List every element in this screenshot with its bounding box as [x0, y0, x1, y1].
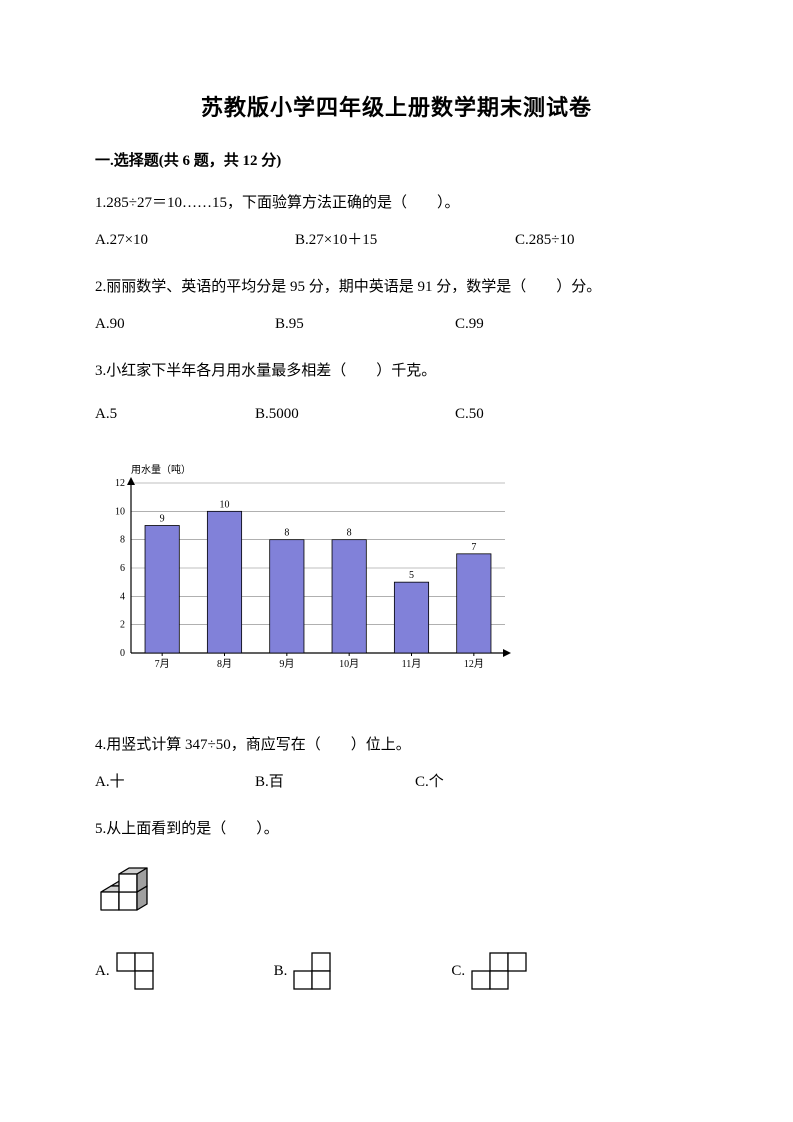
page-title: 苏教版小学四年级上册数学期末测试卷: [95, 90, 698, 125]
svg-text:10月: 10月: [339, 658, 359, 670]
question-1-options: A.27×10 B.27×10＋15 C.285÷10: [95, 224, 698, 257]
q5-shape-a-icon: [116, 952, 154, 990]
svg-text:8月: 8月: [217, 658, 232, 670]
svg-text:9: 9: [160, 514, 165, 525]
q2-option-c: C.99: [455, 308, 484, 341]
q1-option-a: A.27×10: [95, 224, 295, 257]
q1-option-b: B.27×10＋15: [295, 224, 515, 257]
question-4-options: A.十 B.百 C.个: [95, 766, 698, 799]
q4-option-c: C.个: [415, 766, 444, 799]
q4-option-b: B.百: [255, 766, 415, 799]
question-1: 1.285÷27＝10……15，下面验算方法正确的是（ ）。 A.27×10 B…: [95, 187, 698, 257]
q5-option-a: A.: [95, 952, 154, 990]
q3-option-a: A.5: [95, 398, 255, 431]
q1-option-c: C.285÷10: [515, 224, 575, 257]
svg-text:12: 12: [115, 478, 125, 489]
svg-text:4: 4: [120, 592, 125, 603]
svg-text:7月: 7月: [155, 658, 170, 670]
svg-text:9月: 9月: [279, 658, 294, 670]
question-5-text: 5.从上面看到的是（ ）。: [95, 813, 698, 846]
q2-option-a: A.90: [95, 308, 275, 341]
svg-text:10: 10: [220, 500, 230, 511]
q5-option-b: B.: [274, 952, 332, 990]
water-usage-chart: 用水量（吨） 0 2 4 6 8 10 12 9 7月 10 8月 8 9月 8 10月 5 11月 7 12月: [95, 461, 698, 689]
svg-text:2: 2: [120, 620, 125, 631]
q2-option-b: B.95: [275, 308, 455, 341]
bar-chart-svg: 用水量（吨） 0 2 4 6 8 10 12 9 7月 10 8月 8 9月 8 10月 5 11月 7 12月: [95, 461, 515, 681]
q5-option-a-label: A.: [95, 959, 110, 983]
q4-option-a: A.十: [95, 766, 255, 799]
svg-text:5: 5: [409, 570, 414, 581]
cube-figure: [95, 860, 698, 924]
question-2-text: 2.丽丽数学、英语的平均分是 95 分，期中英语是 91 分，数学是（ ）分。: [95, 271, 698, 304]
q5-shape-b-icon: [293, 952, 331, 990]
svg-text:8: 8: [347, 528, 352, 539]
question-3-text: 3.小红家下半年各月用水量最多相差（ ）千克。: [95, 355, 698, 388]
svg-text:0: 0: [120, 648, 125, 659]
question-2-options: A.90 B.95 C.99: [95, 308, 698, 341]
svg-text:8: 8: [120, 535, 125, 546]
svg-text:7: 7: [471, 542, 476, 553]
svg-text:6: 6: [120, 563, 125, 574]
svg-text:11月: 11月: [402, 658, 422, 670]
question-3: 3.小红家下半年各月用水量最多相差（ ）千克。 A.5 B.5000 C.50: [95, 355, 698, 431]
q5-option-c: C.: [451, 952, 527, 990]
q3-option-b: B.5000: [255, 398, 455, 431]
svg-text:10: 10: [115, 507, 125, 518]
section-heading-1: 一.选择题(共 6 题，共 12 分): [95, 149, 698, 173]
question-4: 4.用竖式计算 347÷50，商应写在（ ）位上。 A.十 B.百 C.个: [95, 729, 698, 799]
question-4-text: 4.用竖式计算 347÷50，商应写在（ ）位上。: [95, 729, 698, 762]
question-5: 5.从上面看到的是（ ）。: [95, 813, 698, 846]
svg-text:8: 8: [284, 528, 289, 539]
cube-icon: [95, 860, 165, 916]
q5-shape-c-icon: [471, 952, 527, 990]
question-1-text: 1.285÷27＝10……15，下面验算方法正确的是（ ）。: [95, 187, 698, 220]
question-2: 2.丽丽数学、英语的平均分是 95 分，期中英语是 91 分，数学是（ ）分。 …: [95, 271, 698, 341]
question-3-options: A.5 B.5000 C.50: [95, 398, 698, 431]
q3-option-c: C.50: [455, 398, 484, 431]
q5-option-b-label: B.: [274, 959, 288, 983]
svg-text:用水量（吨）: 用水量（吨）: [131, 463, 191, 476]
svg-text:12月: 12月: [464, 658, 484, 670]
question-5-options: A. B. C.: [95, 952, 698, 990]
q5-option-c-label: C.: [451, 959, 465, 983]
